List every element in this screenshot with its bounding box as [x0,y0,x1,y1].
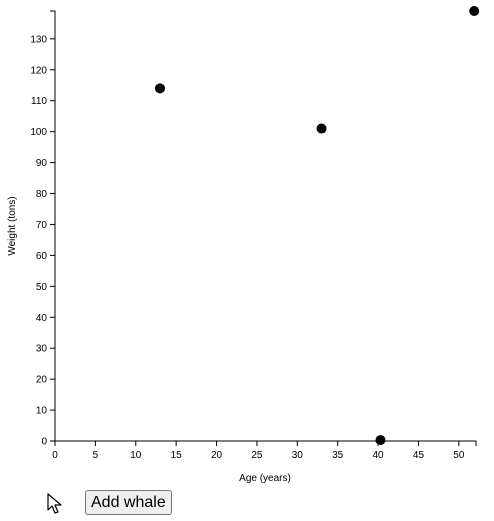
data-point [316,123,327,134]
y-tick-label: 50 [36,282,48,293]
data-points [155,6,480,446]
x-tick-label: 10 [130,450,142,461]
y-tick-label: 0 [41,437,47,448]
data-point [469,6,480,16]
data-point [155,83,165,94]
data-point [375,435,386,446]
x-tick-label: 5 [93,450,99,461]
y-tick-label: 80 [36,189,48,200]
x-tick-label: 35 [332,450,344,461]
y-axis: 0 10 20 30 40 50 60 70 80 90 100 110 120 130 [30,10,56,448]
x-tick-label: 25 [251,450,263,461]
y-tick-label: 20 [36,375,48,386]
y-tick-label: 100 [30,127,47,138]
x-tick-label: 30 [292,450,304,461]
y-tick-label: 10 [36,406,48,417]
x-tick-label: 0 [52,450,58,461]
y-tick-label: 110 [31,96,47,107]
x-tick-label: 45 [413,450,425,461]
x-axis: 0 5 10 15 20 25 30 35 40 45 50 [52,440,477,461]
y-tick-label: 120 [30,65,47,76]
x-tick-label: 50 [453,450,465,461]
y-tick-label: 70 [36,220,48,231]
y-tick-label: 130 [30,34,47,45]
scatter-chart: 0 5 10 15 20 25 30 35 40 45 50 0 10 20 30 40 50 60 70 80 90… [7,6,480,484]
add-whale-button[interactable]: Add whale [85,490,172,515]
x-tick-label: 40 [373,450,385,461]
y-axis-title: Weight (tons) [7,196,18,255]
x-tick-label: 15 [171,450,183,461]
x-axis-line [54,440,477,446]
arrow-cursor-icon [47,493,62,514]
y-tick-label: 30 [36,344,48,355]
y-tick-label: 40 [36,313,48,324]
y-tick-label: 90 [36,158,48,169]
y-axis-line [50,10,56,442]
x-axis-title: Age (years) [239,473,291,484]
y-tick-label: 60 [36,251,48,262]
x-tick-label: 20 [211,450,223,461]
